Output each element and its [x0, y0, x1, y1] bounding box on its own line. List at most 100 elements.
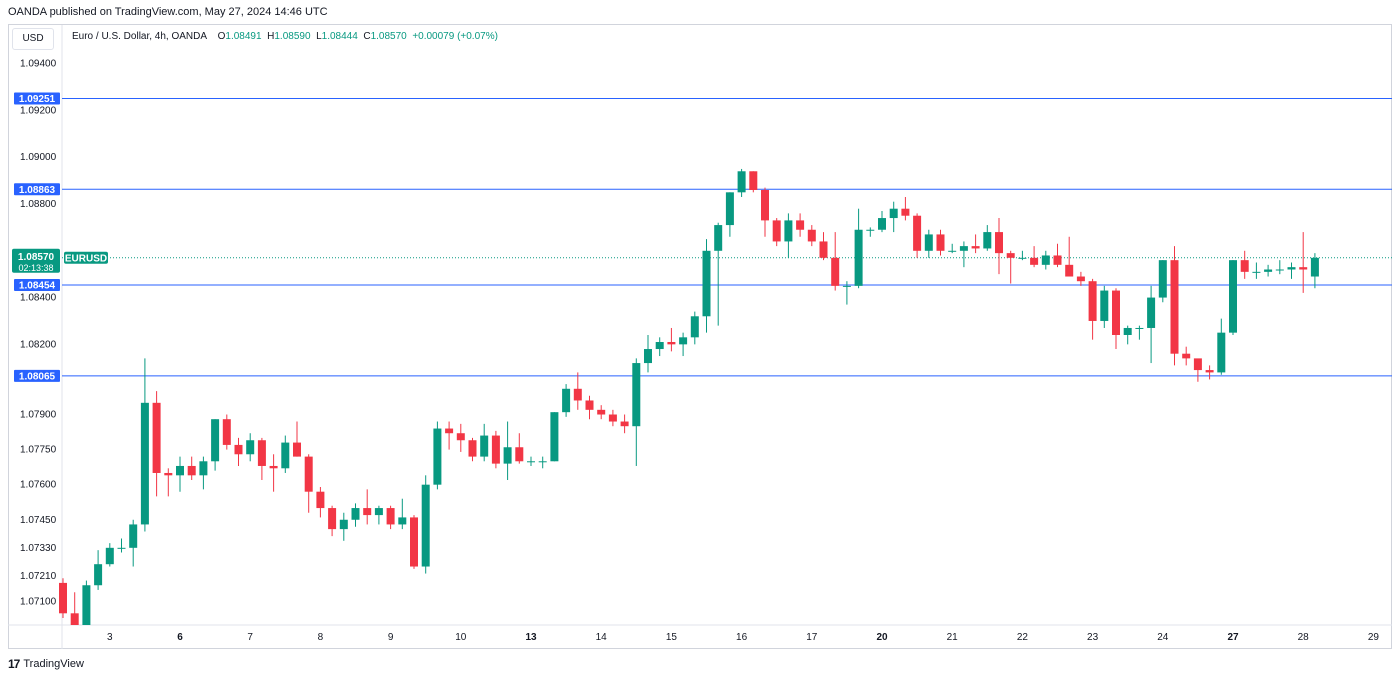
candle-body — [222, 419, 231, 445]
candle-body — [70, 613, 79, 625]
candle-body — [363, 508, 372, 516]
candle-body — [105, 547, 114, 565]
x-tick-label: 7 — [247, 632, 253, 643]
chart-legend: Euro / U.S. Dollar, 4h, OANDA O1.08491 H… — [72, 31, 498, 42]
y-tick-label: 1.07330 — [20, 543, 57, 554]
candle-body — [842, 285, 851, 287]
y-tick-label: 1.07750 — [20, 445, 57, 456]
candle-body — [866, 229, 875, 231]
candle-body — [1217, 332, 1226, 373]
candle-body — [725, 192, 734, 226]
candle-body — [1030, 257, 1039, 265]
level-label: 1.08863 — [19, 185, 56, 196]
candle-body — [608, 414, 617, 422]
x-tick-label: 16 — [736, 632, 748, 643]
candle-body — [1193, 358, 1202, 371]
candle-body — [1299, 267, 1308, 270]
candle-body — [1053, 255, 1062, 265]
open-label: O — [217, 31, 226, 42]
candle-body — [351, 508, 360, 520]
candle-body — [1135, 327, 1144, 329]
candle-body — [538, 461, 547, 463]
candle-body — [211, 419, 220, 462]
y-tick-label: 1.08200 — [20, 339, 57, 350]
candle-body — [480, 435, 489, 457]
high-label: H — [267, 31, 275, 42]
candle-body — [117, 547, 126, 549]
candle-body — [339, 519, 348, 530]
candle-body — [515, 447, 524, 462]
candle-body — [1100, 290, 1109, 321]
candle-body — [901, 208, 910, 216]
level-label: 1.08454 — [19, 280, 56, 291]
symbol-description: Euro / U.S. Dollar, 4h, OANDA — [72, 31, 207, 42]
candle-body — [398, 517, 407, 525]
candle-body — [1205, 370, 1214, 373]
currency-selector[interactable]: USD — [12, 28, 54, 50]
low-label: L — [316, 31, 322, 42]
candle-body — [386, 508, 395, 525]
candle-body — [1287, 267, 1296, 270]
tradingview-logo-icon: 17 — [8, 657, 20, 671]
low-value: 1.08444 — [321, 31, 358, 42]
current-price-box — [12, 248, 60, 273]
candle-body — [854, 229, 863, 286]
candle-body — [1229, 260, 1237, 333]
candle-body — [620, 421, 629, 427]
candle-body — [632, 363, 641, 427]
candle-body — [644, 349, 652, 364]
candle-body — [1112, 290, 1120, 335]
candle-body — [1147, 297, 1156, 328]
candle-body — [924, 234, 933, 251]
candle-body — [597, 409, 606, 415]
candle-body — [433, 428, 442, 485]
bar-countdown-label: 02:13:38 — [18, 263, 53, 273]
tradingview-footer[interactable]: 17 TradingView — [8, 657, 84, 671]
candle-body — [995, 232, 1003, 254]
candle-body — [1088, 281, 1097, 321]
candle-body — [1264, 269, 1273, 272]
candle-body — [550, 412, 559, 462]
candle-body — [1018, 257, 1027, 259]
candle-body — [971, 246, 980, 249]
candle-body — [328, 508, 337, 530]
candle-body — [293, 442, 301, 457]
y-tick-label: 1.07100 — [20, 597, 57, 608]
current-price-label: 1.08570 — [18, 252, 55, 263]
publish-header: OANDA published on TradingView.com, May … — [8, 6, 328, 18]
candle-body — [737, 171, 746, 193]
candle-body — [187, 465, 196, 476]
candle-body — [831, 257, 840, 286]
candle-body — [959, 246, 968, 251]
x-tick-label: 27 — [1227, 632, 1239, 643]
y-tick-label: 1.08800 — [20, 199, 57, 210]
footer-brand-text: TradingView — [23, 658, 84, 670]
candle-body — [1275, 269, 1284, 271]
symbol-tag-label: EURUSD — [65, 253, 107, 264]
candle-body — [445, 428, 454, 434]
candle-body — [784, 220, 793, 242]
candle-body — [164, 472, 173, 476]
x-tick-label: 13 — [525, 632, 537, 643]
x-tick-label: 21 — [947, 632, 959, 643]
x-tick-label: 8 — [318, 632, 324, 643]
candle-body — [152, 402, 161, 473]
candle-body — [410, 517, 418, 567]
x-tick-label: 3 — [107, 632, 113, 643]
x-tick-label: 28 — [1298, 632, 1310, 643]
candle-body — [59, 582, 67, 614]
candle-body — [761, 189, 769, 221]
candle-body — [679, 337, 688, 345]
symbol-tag-box — [64, 251, 108, 264]
x-tick-label: 22 — [1017, 632, 1029, 643]
level-label-box — [14, 278, 60, 291]
candle-body — [82, 585, 91, 625]
x-tick-label: 10 — [455, 632, 467, 643]
candle-body — [234, 444, 243, 455]
x-tick-label: 9 — [388, 632, 394, 643]
y-tick-label: 1.09400 — [20, 59, 57, 70]
candle-body — [1076, 276, 1085, 282]
candle-body — [948, 250, 957, 252]
candle-body — [468, 440, 477, 457]
